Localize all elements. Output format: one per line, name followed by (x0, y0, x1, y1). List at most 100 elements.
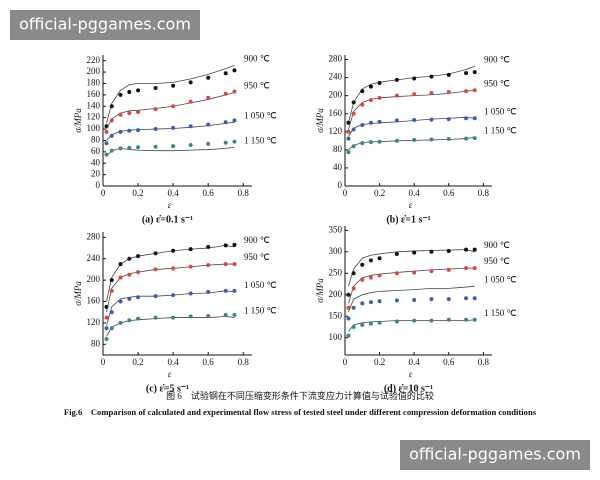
x-axis-label: ε (409, 200, 413, 210)
data-point (223, 120, 228, 125)
data-point (394, 138, 399, 143)
y-tick-label: 20 (91, 169, 101, 179)
data-point (109, 148, 114, 153)
series-label: 1 050 ℃ (244, 280, 277, 290)
data-point (377, 256, 382, 261)
data-point (412, 137, 417, 142)
data-point (153, 144, 158, 149)
data-point (412, 250, 417, 255)
title: (c) ε̇=5 s⁻¹ (146, 383, 189, 394)
data-point (472, 317, 477, 322)
data-point (377, 119, 382, 124)
y-tick-label: 120 (87, 112, 101, 122)
x-tick-label: 0 (343, 357, 348, 367)
data-point (109, 104, 114, 109)
data-point (127, 145, 132, 150)
y-tick-label: 120 (329, 126, 343, 136)
data-point (232, 68, 237, 73)
data-point (118, 262, 123, 267)
data-point (368, 120, 373, 125)
data-point (206, 263, 211, 268)
series-label: 1 150 ℃ (244, 306, 277, 316)
data-point (109, 133, 114, 138)
data-point (232, 312, 237, 317)
series-label: 950 ℃ (484, 256, 510, 266)
data-point (127, 128, 132, 133)
y-tick-label: 40 (91, 157, 101, 167)
data-point (206, 141, 211, 146)
data-point (171, 248, 176, 253)
data-point (153, 315, 158, 320)
data-point (360, 123, 365, 128)
data-point (368, 140, 373, 145)
data-point (351, 305, 356, 310)
data-point (232, 118, 237, 123)
data-point (153, 86, 158, 91)
data-point (464, 247, 469, 252)
series-label: 950 ℃ (244, 252, 270, 262)
calculated-line (106, 64, 235, 124)
series-label: 1 050 ℃ (484, 106, 517, 116)
series-label: 1 050 ℃ (484, 274, 517, 284)
data-point (188, 264, 193, 269)
data-point (412, 270, 417, 275)
y-tick-label: 60 (91, 146, 101, 156)
data-point (351, 100, 356, 105)
data-point (351, 325, 356, 330)
data-point (394, 77, 399, 82)
series-label: 1 150 ℃ (484, 125, 517, 135)
x-tick-label: 0.4 (409, 188, 421, 198)
data-point (127, 90, 132, 95)
series-label: 1 150 ℃ (244, 135, 277, 145)
series-label: 1 150 ℃ (484, 308, 517, 318)
data-point (412, 297, 417, 302)
data-point (377, 139, 382, 144)
series-label: 900 ℃ (484, 240, 510, 250)
data-point (232, 262, 237, 267)
y-tick-label: 220 (87, 55, 101, 65)
calculated-line (348, 116, 475, 137)
x-tick-label: 0.2 (132, 188, 143, 198)
y-tick-label: 200 (329, 289, 343, 299)
data-point (188, 314, 193, 319)
data-point (346, 292, 351, 297)
data-point (206, 75, 211, 80)
data-point (464, 296, 469, 301)
y-tick-label: 280 (87, 231, 101, 241)
data-point (472, 247, 477, 252)
watermark-box (400, 440, 590, 470)
data-point (368, 300, 373, 305)
data-point (171, 104, 176, 109)
data-point (104, 152, 109, 157)
x-tick-label: 0.2 (132, 357, 143, 367)
data-point (223, 91, 228, 96)
data-point (472, 136, 477, 141)
x-tick-label: 0.8 (238, 357, 250, 367)
data-point (104, 129, 109, 134)
data-point (464, 317, 469, 322)
data-point (446, 248, 451, 253)
y-tick-label: 280 (329, 54, 343, 64)
data-point (136, 145, 141, 150)
data-point (136, 128, 141, 133)
data-point (351, 127, 356, 132)
data-point (429, 90, 434, 95)
data-point (377, 81, 382, 86)
data-point (412, 76, 417, 81)
series-label: 950 ℃ (484, 78, 510, 88)
y-tick-label: 80 (91, 134, 101, 144)
title: (d) ε̇=10 s⁻¹ (384, 383, 433, 394)
data-point (446, 117, 451, 122)
data-point (188, 291, 193, 296)
data-point (153, 127, 158, 132)
series-label: 1 050 ℃ (244, 110, 277, 120)
y-tick-label: 180 (87, 78, 101, 88)
x-axis-label: ε (168, 200, 172, 210)
calculated-line (106, 121, 235, 141)
data-point (188, 80, 193, 85)
y-tick-label: 140 (87, 100, 101, 110)
data-point (118, 320, 123, 325)
data-point (429, 117, 434, 122)
data-point (429, 249, 434, 254)
x-tick-label: 0.4 (167, 188, 179, 198)
